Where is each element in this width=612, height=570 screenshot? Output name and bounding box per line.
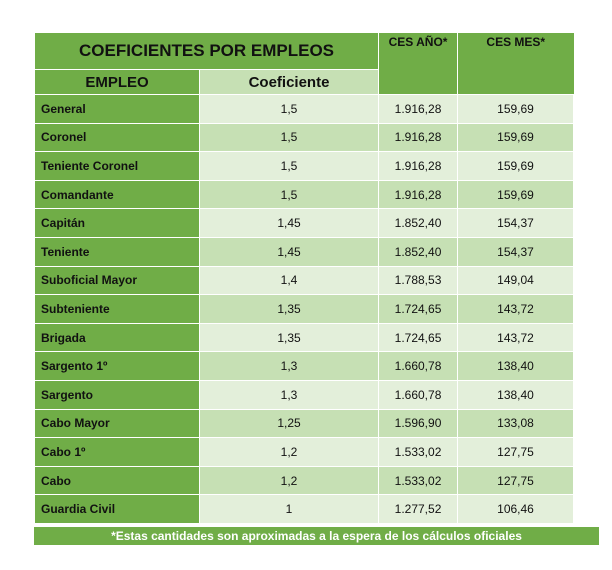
coeficiente-cell: 1,35	[198, 322, 380, 353]
header-ces-anio: CES AÑO*	[378, 32, 459, 95]
table-row: General 1,5 1.916,28 159,69	[34, 94, 575, 124]
empleo-cell: Suboficial Mayor	[34, 265, 200, 296]
empleo-cell: Teniente	[34, 236, 200, 267]
ces-anio-cell: 1.788,53	[378, 265, 459, 296]
table-row: Comandante 1,5 1.916,28 159,69	[34, 179, 575, 210]
table-row: Guardia Civil 1 1.277,52 106,46	[34, 494, 575, 524]
ces-anio-cell: 1.916,28	[378, 94, 459, 124]
ces-mes-cell: 154,37	[457, 236, 575, 267]
empleo-cell: Sargento	[34, 379, 200, 410]
ces-mes-cell: 143,72	[457, 294, 575, 324]
ces-anio-cell: 1.916,28	[378, 151, 459, 181]
empleo-cell: General	[34, 94, 200, 124]
empleo-cell: Cabo Mayor	[34, 408, 200, 439]
ces-mes-cell: 138,40	[457, 351, 575, 381]
table-row: Suboficial Mayor 1,4 1.788,53 149,04	[34, 265, 575, 296]
empleo-cell: Sargento 1º	[34, 351, 200, 381]
empleo-cell: Capitán	[34, 208, 200, 238]
header-coeficiente: Coeficiente	[198, 69, 380, 95]
ces-mes-cell: 143,72	[457, 322, 575, 353]
ces-anio-cell: 1.660,78	[378, 379, 459, 410]
ces-mes-cell: 133,08	[457, 408, 575, 439]
coeficiente-cell: 1,3	[198, 351, 380, 381]
ces-anio-cell: 1.724,65	[378, 322, 459, 353]
coeficiente-cell: 1,25	[198, 408, 380, 439]
empleo-cell: Comandante	[34, 179, 200, 210]
ces-anio-cell: 1.277,52	[378, 494, 459, 524]
empleo-cell: Coronel	[34, 122, 200, 153]
coeficientes-table: COEFICIENTES POR EMPLEOS CES AÑO* CES ME…	[33, 32, 575, 524]
ces-anio-cell: 1.852,40	[378, 236, 459, 267]
empleo-cell: Teniente Coronel	[34, 151, 200, 181]
table-row: Subteniente 1,35 1.724,65 143,72	[34, 294, 575, 324]
ces-anio-cell: 1.916,28	[378, 179, 459, 210]
coeficiente-cell: 1	[198, 494, 380, 524]
coeficiente-cell: 1,5	[198, 179, 380, 210]
coeficiente-cell: 1,4	[198, 265, 380, 296]
coeficiente-cell: 1,3	[198, 379, 380, 410]
table-row: Coronel 1,5 1.916,28 159,69	[34, 122, 575, 153]
table-row: Teniente 1,45 1.852,40 154,37	[34, 236, 575, 267]
table-row: Brigada 1,35 1.724,65 143,72	[34, 322, 575, 353]
coeficiente-cell: 1,2	[198, 437, 380, 467]
coeficiente-cell: 1,5	[198, 151, 380, 181]
empleo-cell: Cabo 1º	[34, 437, 200, 467]
ces-mes-cell: 149,04	[457, 265, 575, 296]
coeficiente-cell: 1,2	[198, 465, 380, 496]
table-title: COEFICIENTES POR EMPLEOS	[33, 32, 380, 70]
empleo-cell: Guardia Civil	[34, 494, 200, 524]
empleo-cell: Subteniente	[34, 294, 200, 324]
ces-anio-cell: 1.596,90	[378, 408, 459, 439]
ces-anio-cell: 1.852,40	[378, 208, 459, 238]
table-row: Cabo 1º 1,2 1.533,02 127,75	[34, 437, 575, 467]
coeficiente-cell: 1,5	[198, 94, 380, 124]
ces-anio-cell: 1.533,02	[378, 437, 459, 467]
table-row: Sargento 1º 1,3 1.660,78 138,40	[34, 351, 575, 381]
table-row: Teniente Coronel 1,5 1.916,28 159,69	[34, 151, 575, 181]
coeficiente-cell: 1,5	[198, 122, 380, 153]
coeficiente-cell: 1,45	[198, 208, 380, 238]
ces-mes-cell: 159,69	[457, 122, 575, 153]
empleo-cell: Cabo	[34, 465, 200, 496]
ces-mes-cell: 154,37	[457, 208, 575, 238]
coeficientes-table-wrapper: COEFICIENTES POR EMPLEOS CES AÑO* CES ME…	[33, 32, 575, 524]
ces-mes-cell: 138,40	[457, 379, 575, 410]
ces-mes-cell: 127,75	[457, 437, 575, 467]
ces-mes-cell: 159,69	[457, 151, 575, 181]
ces-anio-cell: 1.916,28	[378, 122, 459, 153]
footnote: *Estas cantidades son aproximadas a la e…	[34, 527, 599, 545]
header-ces-mes: CES MES*	[457, 32, 574, 95]
ces-mes-cell: 159,69	[457, 94, 575, 124]
empleo-cell: Brigada	[34, 322, 200, 353]
table-row: Capitán 1,45 1.852,40 154,37	[34, 208, 575, 238]
coeficiente-cell: 1,45	[198, 236, 380, 267]
header-empleo: EMPLEO	[34, 69, 200, 95]
ces-anio-cell: 1.533,02	[378, 465, 459, 496]
ces-mes-cell: 127,75	[457, 465, 575, 496]
ces-mes-cell: 106,46	[457, 494, 575, 524]
ces-anio-cell: 1.660,78	[378, 351, 459, 381]
ces-anio-cell: 1.724,65	[378, 294, 459, 324]
table-row: Cabo Mayor 1,25 1.596,90 133,08	[34, 408, 575, 439]
table-row: Cabo 1,2 1.533,02 127,75	[34, 465, 575, 496]
coeficiente-cell: 1,35	[198, 294, 380, 324]
ces-mes-cell: 159,69	[457, 179, 575, 210]
table-row: Sargento 1,3 1.660,78 138,40	[34, 379, 575, 410]
